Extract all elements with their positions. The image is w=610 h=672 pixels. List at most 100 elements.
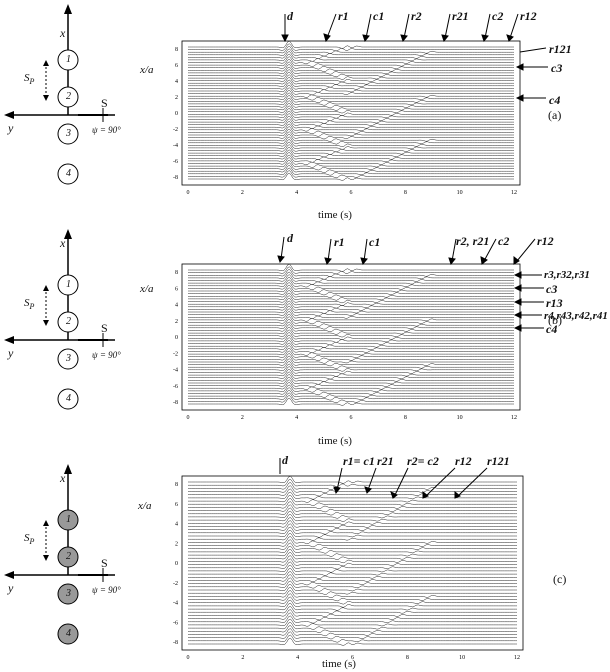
x-tick-label: 0 (187, 190, 190, 195)
trace-line (188, 590, 517, 598)
trace-line (188, 342, 514, 351)
trace-line (188, 504, 517, 513)
panel-a: x y 1 2 3 4 SP S ψ = 90° 0 2 4 6 8 10 12 8 6 4 2 0 -… (0, 0, 610, 225)
label-r21: r21 (452, 9, 469, 23)
cyl-1-label: 1 (66, 54, 71, 65)
cylinder-4 (57, 163, 79, 185)
trace-line (188, 128, 514, 137)
trace-line (188, 395, 514, 404)
trace-line (188, 586, 517, 595)
cylinder-1 (57, 509, 79, 531)
trace-line (188, 167, 514, 176)
y-tick-label: 6 (175, 502, 178, 508)
x-tick-label: 4 (295, 190, 298, 195)
trace-line (188, 113, 514, 122)
trace-line (188, 337, 514, 346)
trace-line (188, 79, 514, 88)
cylinder-3 (57, 123, 79, 145)
trace-line (188, 488, 517, 497)
trace-line (188, 48, 514, 57)
trace-line (188, 539, 517, 548)
label-r1: r1 (334, 235, 345, 249)
trace-line (188, 628, 517, 637)
source-label: S (101, 556, 108, 570)
cylinder-4 (57, 623, 79, 645)
y-tick-label: -8 (173, 400, 178, 406)
trace-line (188, 274, 514, 283)
x-tick-label: 6 (350, 190, 353, 195)
trace-line (188, 368, 514, 377)
trace-line (188, 131, 514, 140)
trace-line (188, 95, 514, 104)
label-r4: r4,r43,r42,r41 (544, 310, 608, 322)
spacing-label: SP (24, 532, 35, 547)
axis-y-label: y (8, 346, 14, 360)
trace-line (188, 526, 517, 535)
panel-tag-b: (b) (548, 313, 562, 327)
trace-line (188, 149, 514, 158)
trace-line (188, 120, 514, 129)
arrows-a (281, 13, 548, 102)
x-tick-label: 12 (511, 190, 517, 195)
trace-line (188, 339, 514, 348)
trace-line (188, 366, 514, 375)
trace-line (188, 564, 517, 573)
trace-line (188, 583, 517, 592)
trace-line (188, 123, 514, 132)
trace-line (188, 571, 517, 579)
axis-y-label: y (8, 581, 14, 595)
trace-line (188, 141, 514, 150)
cyl-3-label: 3 (66, 353, 71, 364)
trace-line (188, 501, 517, 510)
trace-line (188, 615, 517, 624)
cyl-1-label: 1 (66, 279, 71, 290)
x-tick-label: 10 (459, 655, 465, 660)
x-tick-label: 12 (514, 655, 520, 660)
trace-line (188, 593, 517, 602)
trace-line (188, 84, 514, 93)
label-r2-r21: r2, r21 (456, 234, 490, 248)
trace-line (188, 53, 514, 62)
cyl-3-label: 3 (66, 588, 71, 599)
trace-line (188, 520, 517, 529)
plot-frame (181, 40, 521, 186)
trace-line (188, 510, 517, 519)
arrows-b (277, 236, 544, 332)
cyl-1-label: 1 (66, 514, 71, 525)
trace-line (188, 371, 514, 380)
trace-line (188, 637, 517, 646)
label-c3: c3 (551, 61, 563, 75)
trace-line (188, 631, 517, 640)
cyl-2-label: 2 (66, 551, 71, 562)
trace-line (188, 172, 514, 181)
trace-line (188, 144, 514, 153)
y-tick-label: 6 (175, 63, 178, 69)
psi-label: ψ = 90° (92, 350, 121, 360)
axis-x-label: x (60, 236, 66, 250)
trace-line (188, 69, 514, 78)
source-label: S (101, 96, 108, 110)
trace-line (188, 297, 514, 306)
trace-line (188, 634, 517, 643)
trace-line (188, 313, 514, 322)
trace-line (188, 152, 514, 160)
x-tick-label: 8 (404, 415, 407, 420)
x-tick-label: 6 (351, 655, 354, 660)
trace-line (188, 157, 514, 166)
x-tick-label: 0 (187, 655, 190, 660)
trace-line (188, 334, 514, 343)
y-tick-label: -8 (173, 175, 178, 181)
trace-line (188, 162, 514, 171)
trace-line (188, 358, 514, 367)
trace-line (188, 517, 517, 525)
trace-line (188, 295, 514, 304)
trace-line (188, 118, 514, 127)
psi-label: ψ = 90° (92, 125, 121, 135)
label-c1: c1 (373, 9, 385, 23)
label-r2-c2: r2= c2 (407, 454, 439, 468)
trace-line (188, 284, 514, 293)
label-r21: r21 (377, 454, 394, 468)
label-r3: r3,r32,r31 (544, 269, 590, 281)
trace-line (188, 326, 514, 335)
trace-line (188, 612, 517, 621)
